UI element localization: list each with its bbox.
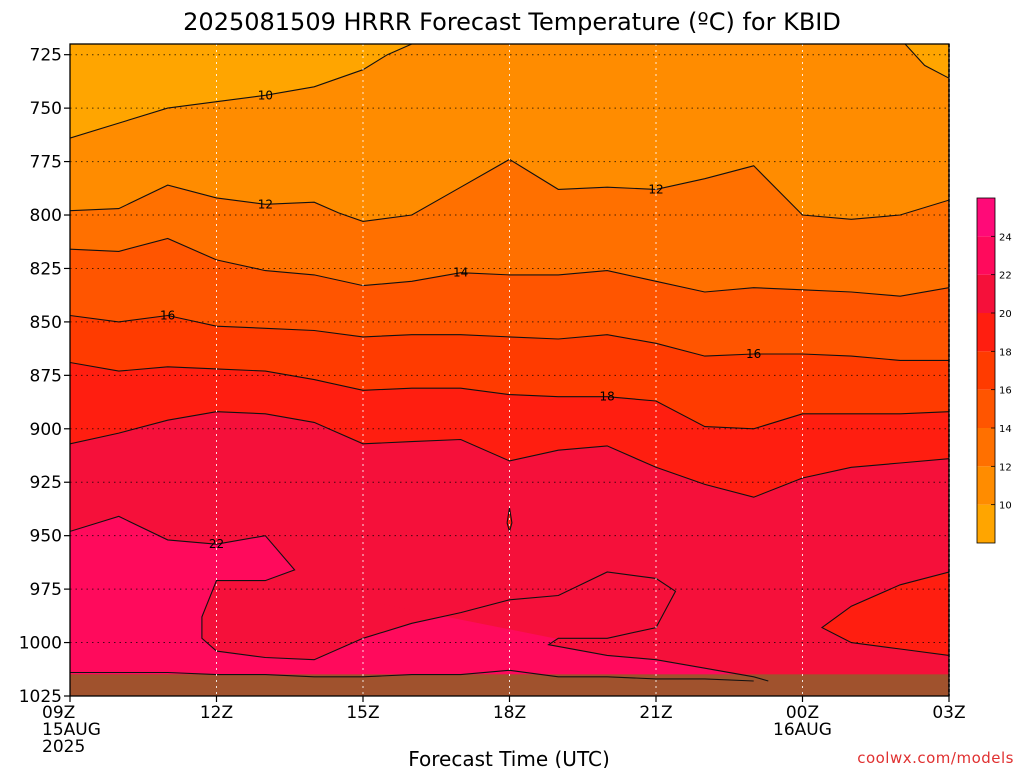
y-tick-label: 975 — [30, 580, 62, 600]
x-tick-label: 21Z — [639, 703, 672, 723]
contour-line-10 — [904, 44, 949, 79]
colorbar-label: 10 — [999, 501, 1012, 512]
x-tick-label: 15Z — [346, 703, 379, 723]
band-18-20-east — [822, 572, 949, 656]
y-tick-label: 775 — [30, 153, 62, 173]
y-tick-label: 950 — [30, 527, 62, 547]
y-tick-label: 1000 — [19, 634, 62, 654]
contour-line-14 — [70, 237, 949, 297]
colorbar-frame — [976, 197, 996, 544]
y-tick-label: 725 — [30, 46, 62, 66]
contour-line-10 — [70, 44, 413, 139]
band-20-22-pocket — [201, 572, 769, 681]
contour-line-22 — [70, 515, 769, 682]
y-tick-label: 1025 — [19, 687, 62, 707]
y-tick-label: 850 — [30, 313, 62, 333]
y-tick-label: 825 — [30, 259, 62, 279]
contour-label: 12 — [258, 197, 273, 211]
colorbar-label: 14 — [999, 424, 1012, 435]
contour-line-20 — [506, 507, 513, 534]
y-tick-label: 750 — [30, 99, 62, 119]
x-tick-label: 00Z — [786, 703, 819, 723]
colorbar-swatch — [977, 389, 995, 428]
contour-label: 14 — [453, 266, 468, 280]
colorbar-legend: 10 12 14 16 18 20 22 24 — [976, 197, 1012, 544]
contour-label: 10 — [258, 88, 273, 102]
contour-label: 18 — [600, 390, 615, 404]
x-tick-label: 03Z — [932, 703, 965, 723]
colorbar-swatch — [977, 428, 995, 467]
colorbar-swatch — [977, 313, 995, 352]
x-axis-label: Forecast Time (UTC) — [408, 747, 610, 768]
colorbar-label: 18 — [999, 347, 1012, 358]
colorbar-swatch — [977, 504, 995, 543]
colorbar-swatch — [977, 198, 995, 237]
y-tick-label: 800 — [30, 206, 62, 226]
x-tick-label: 2025 — [42, 737, 85, 757]
colorbar-swatch — [977, 274, 995, 313]
colorbar-swatch — [977, 236, 995, 275]
contour-line-22 — [70, 669, 754, 682]
credit-text: coolwx.com/models — [857, 749, 1014, 767]
colorbar-label: 20 — [999, 309, 1012, 320]
x-tick-label: 18Z — [493, 703, 526, 723]
contour-label: 16 — [160, 308, 175, 322]
contour-label: 16 — [746, 347, 761, 361]
contour-label: 22 — [209, 537, 224, 551]
colorbar-swatch — [977, 466, 995, 505]
contour-line-22 — [820, 571, 949, 656]
x-tick-label: 15AUG — [42, 720, 101, 740]
band-22-24-west — [70, 516, 769, 681]
colorbar-label: 12 — [999, 462, 1012, 473]
x-tick-label: 12Z — [200, 703, 233, 723]
y-tick-label: 925 — [30, 473, 62, 493]
colorbar-label: 24 — [999, 232, 1012, 243]
y-tick-label: 875 — [30, 366, 62, 386]
contour-line-12 — [70, 158, 949, 222]
colorbar-label: 16 — [999, 386, 1012, 397]
chart-title: 2025081509 HRRR Forecast Temperature (ºC… — [183, 8, 841, 36]
x-tick-label: 09Z — [42, 703, 75, 723]
y-tick-label: 900 — [30, 420, 62, 440]
colorbar-label: 22 — [999, 271, 1012, 282]
axes: 7257507758008258508759009259509751000102… — [19, 43, 966, 757]
x-tick-label: 16AUG — [773, 720, 832, 740]
colorbar-swatch — [977, 351, 995, 390]
